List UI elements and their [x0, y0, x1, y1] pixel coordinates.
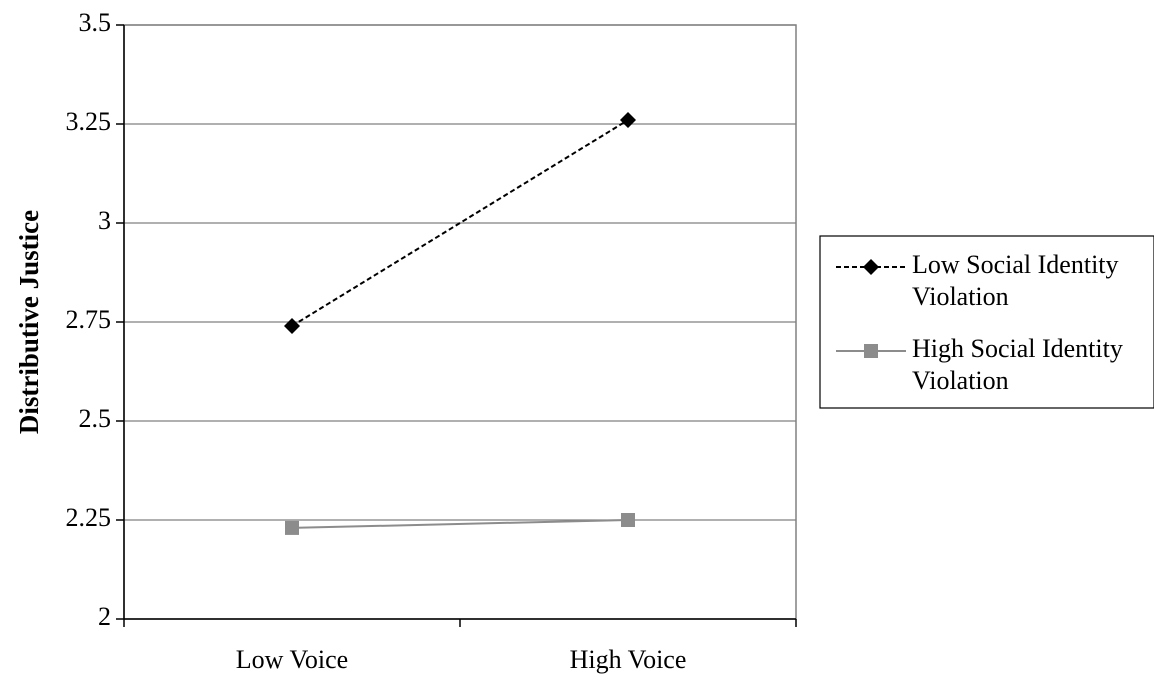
x-tick-label: High Voice — [570, 645, 687, 674]
y-tick-label: 3.5 — [79, 8, 112, 37]
y-tick-label: 3 — [98, 206, 111, 235]
y-tick-label: 2 — [98, 602, 111, 631]
data-point — [285, 520, 299, 535]
y-tick-label: 2.75 — [66, 305, 112, 334]
legend: Low Social Identity Violation High Social … — [819, 235, 1154, 409]
legend-marker — [864, 344, 878, 358]
series-line — [291, 119, 629, 327]
legend-label: Low Social Identity — [912, 250, 1119, 279]
legend-label: Violation — [912, 282, 1009, 311]
x-tick-label: Low Voice — [236, 645, 348, 674]
gridlines — [124, 24, 796, 521]
y-axis-title: Distributive Justice — [14, 210, 44, 434]
y-axis-ticks: 2 2.25 2.5 2.75 3 3.25 3.5 — [66, 8, 124, 631]
data-point — [620, 112, 636, 129]
legend-label: Violation — [912, 366, 1009, 395]
series-1 — [284, 112, 636, 334]
y-tick-label: 2.5 — [79, 404, 112, 433]
y-tick-label: 3.25 — [66, 107, 112, 136]
legend-label: High Social Identity — [912, 334, 1123, 363]
series-line — [291, 519, 629, 529]
y-tick-label: 2.25 — [66, 503, 112, 532]
x-axis-ticks: Low Voice High Voice — [123, 619, 797, 674]
series-layer — [284, 112, 636, 535]
series-2 — [285, 513, 635, 535]
legend-marker — [863, 259, 879, 275]
data-point — [284, 317, 300, 334]
data-point — [621, 513, 635, 527]
